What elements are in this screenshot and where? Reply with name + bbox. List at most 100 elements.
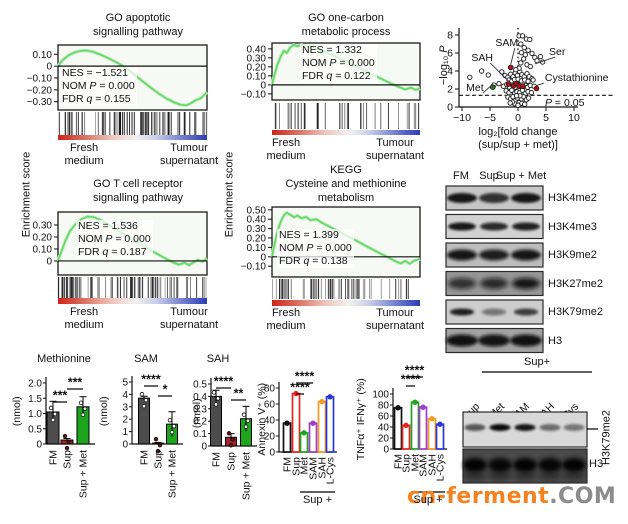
- volcano-label-sam: SAM: [495, 37, 519, 50]
- volcano-point: [467, 74, 473, 80]
- gsea-ytick-label-a1: 0: [46, 62, 52, 73]
- blot-j-band-0-0: [464, 424, 486, 431]
- gsea-curve-b2: [271, 211, 421, 265]
- gsea-xlabel-b2: supernatant: [365, 320, 425, 332]
- blot-i-row-label-2: H3K9me2: [548, 249, 597, 261]
- volcano-point: [478, 68, 485, 74]
- blot-j-row-label-0: H3K79me2: [600, 409, 613, 466]
- gsea-xlabel-b2: Fresh: [271, 307, 301, 319]
- gsea-stat-line: FDR q = 0.122: [302, 70, 371, 82]
- gsea-xlabel-a1: supernatant: [159, 155, 219, 167]
- bar-cap-dot-h-4: [429, 416, 435, 422]
- sig-stars-d-0: ***: [53, 389, 68, 403]
- gsea-ytick-label-b1: 0.10: [247, 71, 267, 82]
- gsea-ytick-label-b2: −0.10: [241, 262, 267, 273]
- volcano-point: [528, 89, 535, 96]
- gsea-title-b1: metabolic process: [301, 26, 391, 38]
- volcano-leader-line: [482, 83, 494, 94]
- bar-ytick-label-h: 40: [378, 423, 390, 434]
- gsea-xlabel-a2: supernatant: [159, 319, 219, 331]
- gsea-title-b2: Cysteine and methionine: [285, 178, 407, 190]
- volcano-point: [527, 36, 533, 43]
- gsea-stat-line: NES = 1.399: [279, 229, 339, 241]
- sig-stars-e-0: ****: [141, 373, 161, 387]
- volcano-threshold-label: P = 0.05: [545, 97, 585, 109]
- bar-cap-dot-g-0: [284, 420, 290, 426]
- bar-data-dot-d-2: [78, 400, 84, 405]
- volcano-xlabel: (sup/sup + met)]: [478, 139, 558, 151]
- blot-i-lane-label-0: FM: [453, 170, 469, 182]
- blot-i-band-3-2: [512, 278, 540, 289]
- volcano-point: [537, 53, 544, 60]
- bar-data-dot-f-0: [211, 390, 217, 395]
- gsea-xlabel-b1: medium: [266, 150, 306, 162]
- bar-data-dot-d-0: [50, 417, 56, 423]
- bar-h-2: [410, 401, 420, 450]
- volcano-point: [509, 87, 515, 93]
- blot-i-band-4-0: [450, 308, 474, 316]
- gsea-stat-line: FDR q = 0.138: [279, 255, 348, 267]
- volcano-point: [485, 72, 491, 78]
- bar-title-f: SAH: [206, 353, 230, 365]
- bar-ytick-label-d: 0.5: [28, 424, 42, 435]
- blot-i-band-5-1: [478, 334, 510, 347]
- volcano-point: [525, 47, 531, 53]
- enrichment-score-ylabel: Enrichment score: [20, 151, 33, 238]
- blot-j-band-1-2: [513, 458, 537, 472]
- volcano-point: [534, 57, 540, 64]
- gsea-ytick-label-a2: 0.10: [33, 244, 53, 255]
- volcano-leader-line: [534, 56, 556, 65]
- bar-data-dot-f-0: [215, 396, 221, 401]
- blot-j-band-1-3: [538, 458, 562, 472]
- blot-i-band-3-0: [448, 278, 476, 289]
- bar-data-dot-d-2: [80, 412, 86, 417]
- sig-stars-g-1: ****: [295, 370, 315, 384]
- blot-i-band-2-2: [511, 249, 541, 261]
- blot-j-band-1-0: [463, 458, 487, 472]
- gsea-ytick-label-b1: 0.30: [247, 53, 267, 64]
- gsea-xlabel-a2: medium: [64, 319, 104, 331]
- bar-g-5: [325, 395, 335, 453]
- bar-data-dot-d-1: [66, 439, 72, 445]
- blot-j-band-0-1: [489, 424, 511, 431]
- bar-cap-dot-h-0: [395, 405, 401, 411]
- volcano-xtick-label: 10: [568, 112, 580, 124]
- bar-g-1: [291, 392, 301, 453]
- gsea-ytick-label-a1: 0.10: [33, 50, 53, 61]
- gsea-phenotype-gradient-b2: [272, 300, 420, 306]
- bar-xcat-h-2: Met: [410, 454, 422, 472]
- gsea-ytick-label-a2: 0: [46, 256, 52, 267]
- volcano-point: [529, 50, 535, 57]
- bar-data-dot-e-1: [155, 448, 161, 454]
- bar-xcat-h-0: FM: [393, 454, 405, 469]
- gsea-title-b2: KEGG: [330, 164, 362, 176]
- bar-ytick-label-e: 2: [122, 415, 128, 426]
- volcano-xtick-label: −5: [484, 112, 496, 124]
- gsea-xlabel-b2: medium: [266, 320, 306, 332]
- blot-i-lane-label-1: Sup: [479, 170, 499, 182]
- blot-j-band-0-4: [563, 424, 585, 431]
- volcano-point-red: [533, 85, 540, 92]
- gsea-ytick-label-b2: 0.40: [247, 215, 267, 226]
- volcano-point-red: [505, 81, 512, 87]
- bar-ytick-label-g: 80: [264, 384, 276, 395]
- gsea-stat-line: FDR q = 0.155: [62, 93, 131, 105]
- bar-g-2: [299, 431, 309, 453]
- blot-j-band-0-2: [514, 424, 536, 431]
- volcano-ytick-label: 0: [447, 102, 453, 114]
- volcano-label-met: Met: [466, 82, 484, 95]
- blot-j-smear-2: [514, 470, 536, 480]
- blot-i-band-0-2: [511, 193, 541, 203]
- watermark-brand: cn-ferment: [407, 484, 550, 509]
- bar-cap-dot-g-2: [301, 430, 307, 436]
- blot-j-smear-3: [539, 470, 561, 480]
- bar-h-5: [435, 423, 445, 450]
- volcano-xtick-label: 5: [543, 112, 549, 124]
- gsea-ytick-label-a1: −0.20: [27, 85, 53, 96]
- bar-xcat-g-3: SAM: [308, 457, 320, 480]
- volcano-label-cystathionine: Cystathionine: [544, 72, 609, 85]
- blot-i-row-label-0: H3K4me2: [548, 192, 597, 204]
- bar-ytick-label-f: 0.3: [193, 404, 207, 415]
- volcano-leader-line: [536, 82, 545, 86]
